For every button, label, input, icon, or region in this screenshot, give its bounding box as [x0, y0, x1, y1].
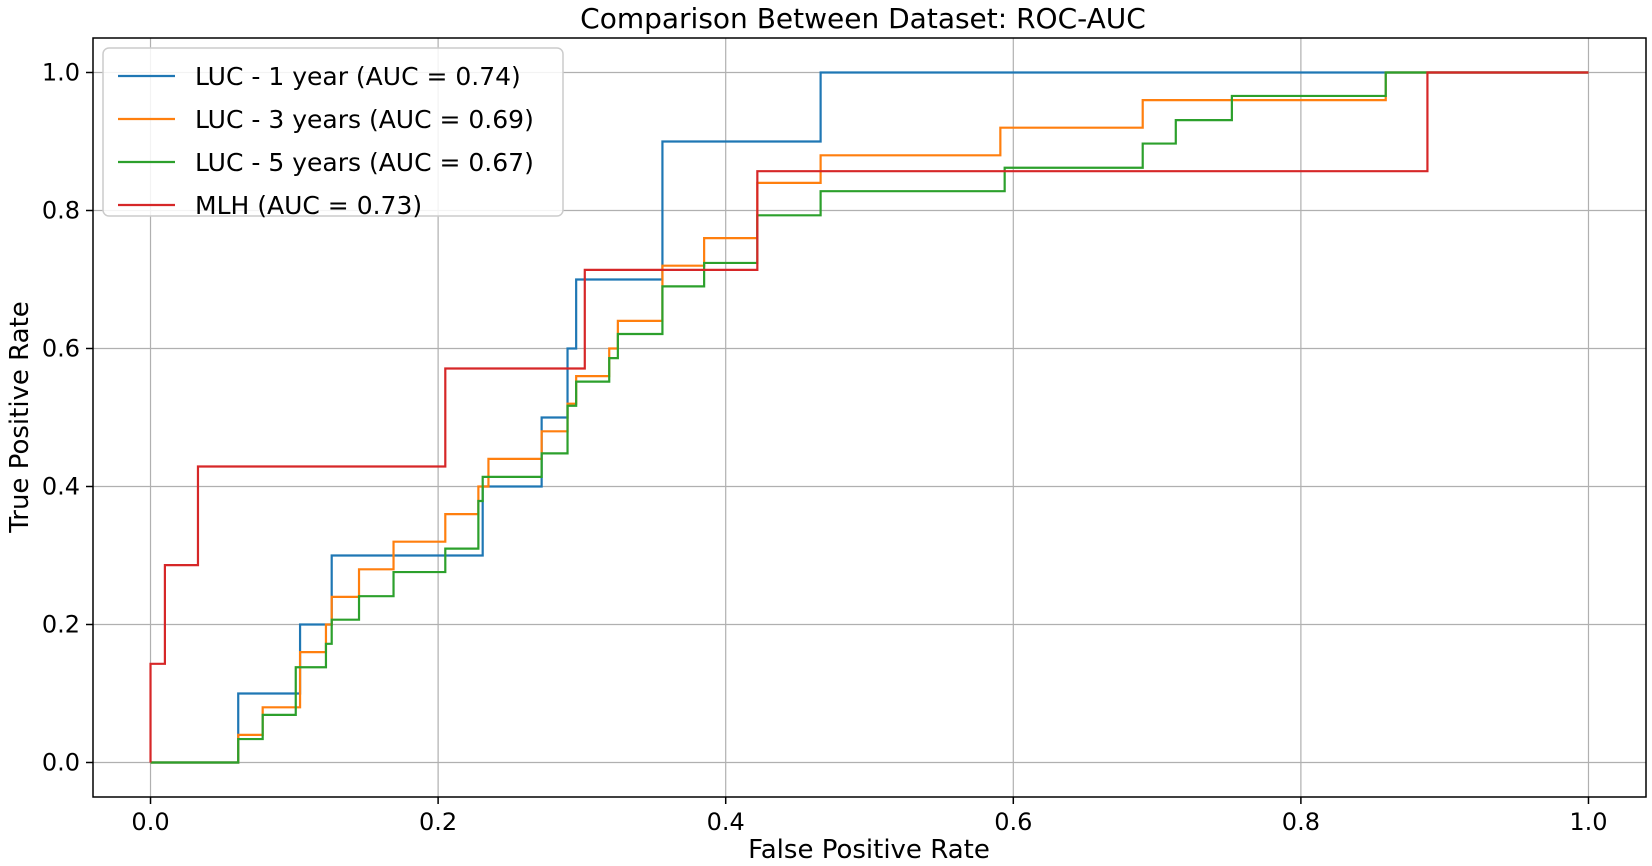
x-tick-label: 0.8 [1282, 808, 1320, 836]
series-line-luc-5-years [150, 71, 1589, 764]
legend-box [102, 47, 564, 217]
x-tick-label: 0.2 [419, 808, 457, 836]
x-axis-label: False Positive Rate [748, 835, 990, 865]
chart-title: Comparison Between Dataset: ROC-AUC [580, 2, 1146, 35]
legend-entry: LUC - 5 years (AUC = 0.67) [195, 148, 534, 177]
series-layer [149, 71, 1589, 764]
x-tick-label: 1.0 [1569, 808, 1607, 836]
legend: LUC - 1 year (AUC = 0.74) LUC - 3 years (… [102, 47, 564, 220]
y-tick-label: 0.0 [42, 749, 80, 777]
plot-frame [92, 37, 1647, 798]
y-tick-label: 0.4 [42, 473, 80, 501]
legend-entry: MLH (AUC = 0.73) [195, 191, 422, 220]
legend-entry: LUC - 1 year (AUC = 0.74) [195, 62, 521, 91]
y-axis-label: True Positive Rate [5, 301, 35, 534]
x-tick-label: 0.0 [131, 808, 169, 836]
x-tick-label: 0.6 [994, 808, 1032, 836]
series-line-mlh [149, 71, 1589, 763]
series-line-luc-3-years [150, 71, 1589, 764]
legend-entry: LUC - 3 years (AUC = 0.69) [195, 105, 534, 134]
y-tick-label: 0.6 [42, 335, 80, 363]
axis-ticks: 0.0 0.2 0.4 0.6 0.8 1.0 0.0 0.2 0.4 0.6 0.8 1.0 [42, 59, 1608, 837]
y-tick-label: 0.8 [42, 197, 80, 225]
y-tick-label: 1.0 [42, 59, 80, 87]
x-tick-label: 0.4 [707, 808, 745, 836]
y-tick-label: 0.2 [42, 611, 80, 639]
